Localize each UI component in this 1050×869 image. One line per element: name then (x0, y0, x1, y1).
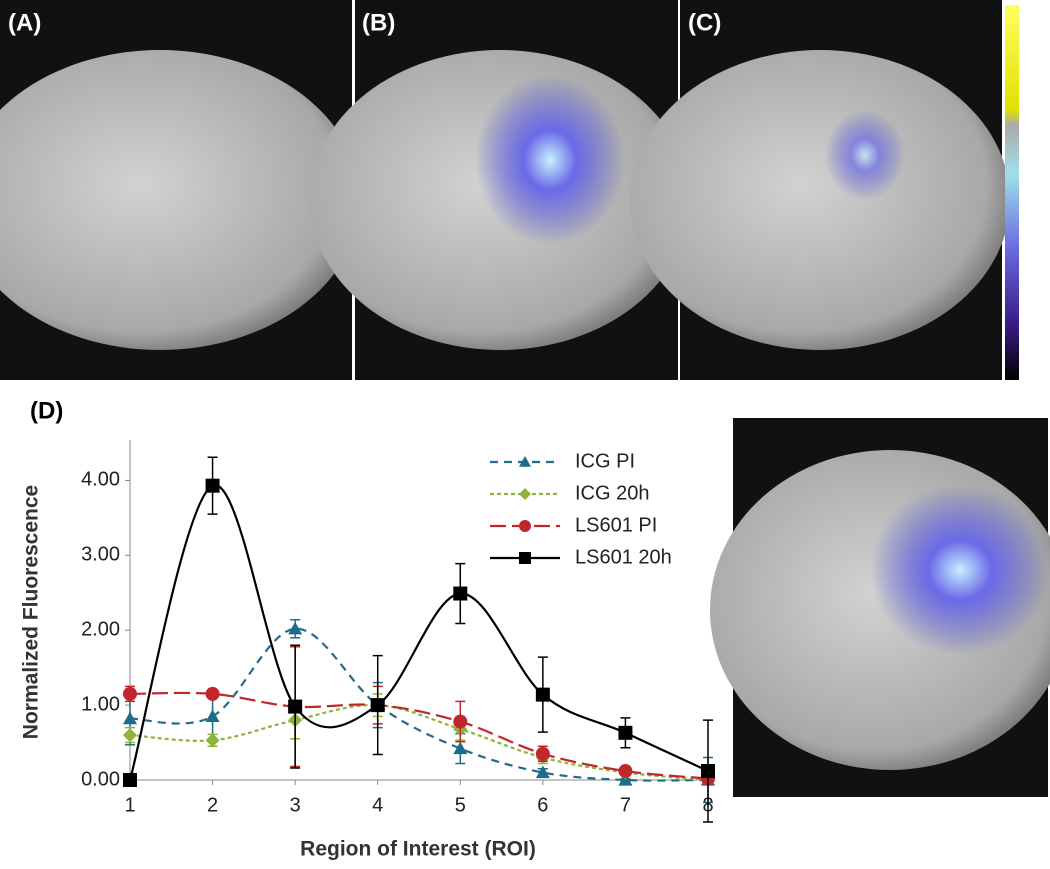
photo-d (710, 418, 1050, 797)
point (535, 746, 550, 761)
series-line (129, 703, 709, 782)
legend-label: ICG PI (575, 450, 635, 472)
legend-label: LS601 PI (575, 514, 657, 536)
point (288, 621, 303, 635)
point (370, 698, 385, 713)
photo-b (310, 0, 690, 380)
x-tick-label: 6 (537, 794, 548, 816)
x-axis-title: Region of Interest (ROI) (300, 838, 536, 861)
x-tick-label: 4 (372, 794, 383, 816)
point (123, 728, 137, 743)
series-line (129, 691, 709, 780)
y-axis-title: Normalized Fluorescence (20, 485, 43, 739)
photo-a (0, 0, 360, 380)
y-tick-label: 4.00 (81, 469, 120, 491)
point (288, 699, 303, 714)
y-tick-label: 0.00 (81, 768, 120, 790)
legend-marker (519, 456, 531, 467)
panel-label: (A) (8, 9, 41, 36)
legend-label: ICG 20h (575, 482, 649, 504)
x-tick-label: 7 (620, 794, 631, 816)
point (123, 686, 137, 701)
x-tick-label: 2 (207, 794, 218, 816)
legend-label: LS601 20h (575, 546, 672, 568)
y-tick-label: 3.00 (81, 544, 120, 566)
point (618, 725, 633, 740)
point (123, 711, 137, 725)
panel-label: (B) (362, 9, 395, 36)
x-tick-label: 3 (290, 794, 301, 816)
point (205, 733, 220, 748)
point (701, 764, 715, 779)
x-tick-label: 1 (124, 794, 135, 816)
point (453, 714, 468, 729)
legend-marker (519, 488, 531, 500)
legend-marker (519, 552, 531, 564)
series-line (129, 627, 709, 782)
color-bar (1005, 5, 1019, 380)
point (618, 764, 633, 779)
panel-label: (C) (688, 9, 721, 36)
point (205, 686, 220, 701)
point (205, 478, 220, 493)
point (205, 709, 220, 722)
legend-marker (519, 520, 531, 532)
point (453, 741, 468, 755)
photo-c (630, 0, 1010, 380)
point (123, 773, 137, 787)
panel-label: (D) (30, 397, 63, 424)
point (453, 586, 468, 601)
x-tick-label: 5 (455, 794, 466, 816)
y-tick-label: 1.00 (81, 693, 120, 715)
y-tick-label: 2.00 (81, 619, 120, 641)
point (535, 687, 550, 702)
point (535, 765, 550, 779)
